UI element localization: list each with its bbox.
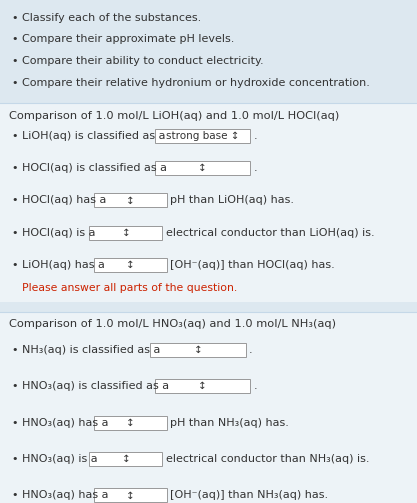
Bar xyxy=(94,258,167,272)
Bar xyxy=(155,161,251,175)
Bar xyxy=(90,226,163,240)
Text: HOCl(aq) is classified as a: HOCl(aq) is classified as a xyxy=(22,163,167,173)
Text: HNO₃(aq) is classified as a: HNO₃(aq) is classified as a xyxy=(22,381,169,391)
Text: Comparison of 1.0 mol/L HNO₃(aq) and 1.0 mol/L NH₃(aq): Comparison of 1.0 mol/L HNO₃(aq) and 1.0… xyxy=(9,319,336,329)
Text: HOCl(aq) has a: HOCl(aq) has a xyxy=(22,196,106,205)
Text: •: • xyxy=(12,490,18,500)
Text: ↕: ↕ xyxy=(198,163,207,173)
Text: LiOH(aq) has a: LiOH(aq) has a xyxy=(22,260,105,270)
Bar xyxy=(155,379,251,393)
Text: •: • xyxy=(12,78,18,88)
Text: NH₃(aq) is classified as a: NH₃(aq) is classified as a xyxy=(22,345,160,355)
Text: strong base ↕: strong base ↕ xyxy=(166,131,239,141)
Bar xyxy=(0,0,417,93)
Bar xyxy=(0,103,417,302)
Text: ↕: ↕ xyxy=(193,345,202,355)
Text: .: . xyxy=(254,381,257,391)
Text: HNO₃(aq) has a: HNO₃(aq) has a xyxy=(22,417,108,428)
Text: ↕: ↕ xyxy=(126,490,135,500)
Text: •: • xyxy=(12,34,18,44)
Text: Comparison of 1.0 mol/L LiOH(aq) and 1.0 mol/L HOCl(aq): Comparison of 1.0 mol/L LiOH(aq) and 1.0… xyxy=(9,111,339,121)
Text: electrical conductor than LiOH(aq) is.: electrical conductor than LiOH(aq) is. xyxy=(166,228,374,238)
Bar xyxy=(90,452,163,466)
Text: HNO₃(aq) has a: HNO₃(aq) has a xyxy=(22,490,108,500)
Text: ↕: ↕ xyxy=(122,228,131,238)
Bar xyxy=(94,415,167,430)
Text: .: . xyxy=(254,131,257,141)
Text: •: • xyxy=(12,131,18,141)
Text: •: • xyxy=(12,196,18,205)
Text: •: • xyxy=(12,163,18,173)
Bar xyxy=(150,343,246,357)
Text: ↕: ↕ xyxy=(198,381,207,391)
Text: •: • xyxy=(12,345,18,355)
Bar xyxy=(0,312,417,503)
Text: •: • xyxy=(12,381,18,391)
Text: Compare their approximate pH levels.: Compare their approximate pH levels. xyxy=(22,34,234,44)
Text: Please answer all parts of the question.: Please answer all parts of the question. xyxy=(22,283,237,293)
Text: pH than NH₃(aq) has.: pH than NH₃(aq) has. xyxy=(171,417,289,428)
Bar xyxy=(94,488,167,502)
Text: [OH⁻(aq)] than NH₃(aq) has.: [OH⁻(aq)] than NH₃(aq) has. xyxy=(171,490,329,500)
Text: •: • xyxy=(12,260,18,270)
Text: HNO₃(aq) is a: HNO₃(aq) is a xyxy=(22,454,97,464)
Text: ↕: ↕ xyxy=(126,417,135,428)
Text: .: . xyxy=(249,345,253,355)
Text: •: • xyxy=(12,417,18,428)
Text: •: • xyxy=(12,454,18,464)
Text: electrical conductor than NH₃(aq) is.: electrical conductor than NH₃(aq) is. xyxy=(166,454,369,464)
Text: ↕: ↕ xyxy=(122,454,131,464)
Bar xyxy=(155,129,251,143)
Text: HOCl(aq) is a: HOCl(aq) is a xyxy=(22,228,95,238)
Text: ↕: ↕ xyxy=(126,196,135,205)
Text: LiOH(aq) is classified as a: LiOH(aq) is classified as a xyxy=(22,131,165,141)
Text: •: • xyxy=(12,228,18,238)
Text: Compare their ability to conduct electricity.: Compare their ability to conduct electri… xyxy=(22,56,263,66)
Bar xyxy=(94,194,167,207)
Text: [OH⁻(aq)] than HOCl(aq) has.: [OH⁻(aq)] than HOCl(aq) has. xyxy=(171,260,335,270)
Text: •: • xyxy=(12,13,18,23)
Text: Compare their relative hydronium or hydroxide concentration.: Compare their relative hydronium or hydr… xyxy=(22,78,369,88)
Text: .: . xyxy=(254,163,257,173)
Text: Classify each of the substances.: Classify each of the substances. xyxy=(22,13,201,23)
Text: ↕: ↕ xyxy=(126,260,135,270)
Text: pH than LiOH(aq) has.: pH than LiOH(aq) has. xyxy=(171,196,294,205)
Text: •: • xyxy=(12,56,18,66)
